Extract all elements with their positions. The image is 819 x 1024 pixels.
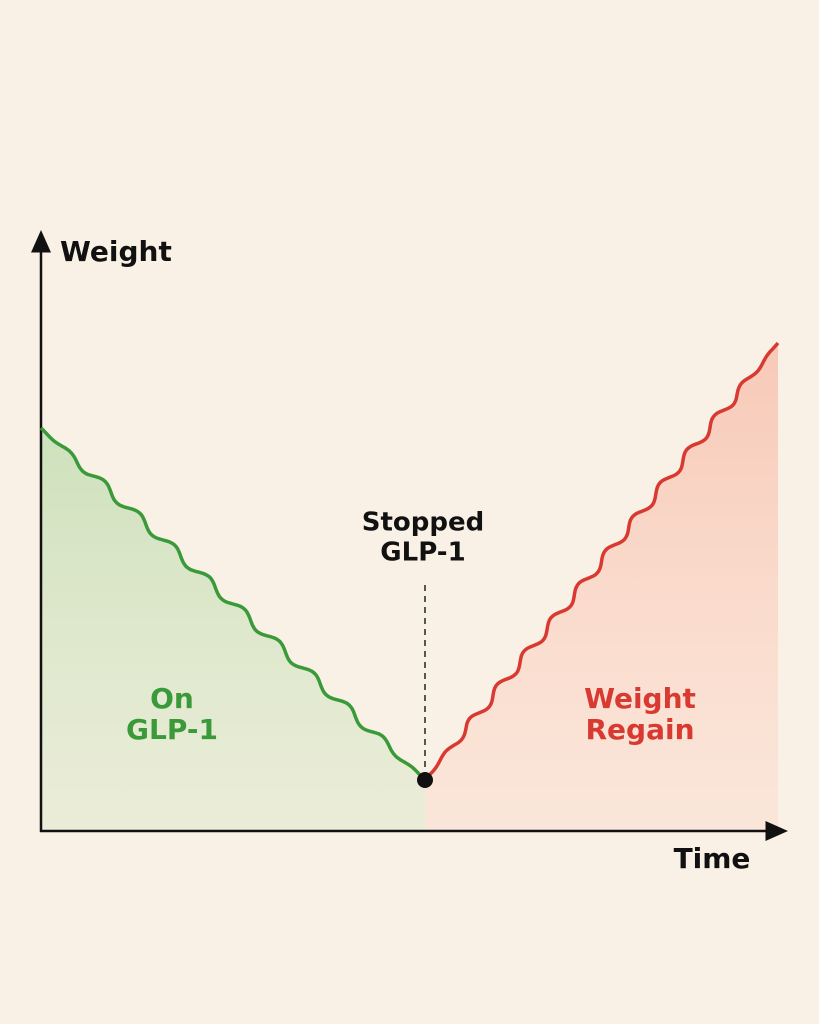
annotation: Weight	[584, 682, 696, 715]
on-area	[41, 428, 425, 831]
regain-curve	[423, 341, 780, 782]
annotation: GLP-1	[126, 713, 218, 746]
annotation: Regain	[585, 713, 694, 746]
annotation: GLP-1	[380, 538, 465, 568]
x-axis-label: Time	[674, 842, 751, 875]
regain-area	[425, 343, 778, 831]
y-axis-label: Weight	[60, 235, 172, 268]
on-curve	[39, 426, 427, 782]
annotation: Stopped	[362, 508, 484, 538]
stop-point	[417, 772, 433, 788]
annotation: On	[150, 682, 194, 715]
